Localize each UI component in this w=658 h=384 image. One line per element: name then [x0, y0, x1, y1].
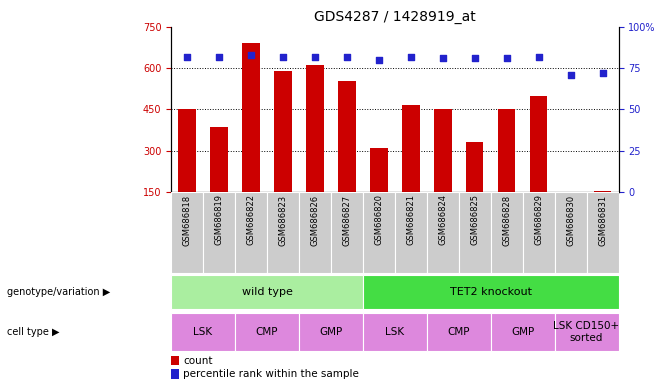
Bar	[555, 313, 619, 351]
Text: GSM686830: GSM686830	[566, 194, 575, 245]
Bar	[171, 369, 179, 379]
Bar	[363, 192, 395, 273]
Bar	[555, 192, 586, 273]
Text: GMP: GMP	[511, 327, 534, 337]
Text: GMP: GMP	[319, 327, 343, 337]
Text: GSM686828: GSM686828	[502, 194, 511, 245]
Bar	[211, 127, 228, 233]
Bar	[267, 192, 299, 273]
Bar	[466, 142, 484, 233]
Bar	[274, 71, 291, 233]
Text: cell type ▶: cell type ▶	[7, 327, 59, 337]
Bar	[235, 313, 299, 351]
Bar	[522, 192, 555, 273]
Bar	[178, 109, 196, 233]
Point	[405, 53, 416, 60]
Bar	[491, 192, 522, 273]
Bar	[306, 65, 324, 233]
Bar	[171, 313, 235, 351]
Bar	[594, 190, 611, 233]
Bar	[331, 192, 363, 273]
Point	[342, 53, 352, 60]
Bar	[434, 109, 451, 233]
Bar	[171, 356, 179, 366]
Bar	[242, 43, 260, 233]
Text: GSM686829: GSM686829	[534, 194, 543, 245]
Text: GSM686821: GSM686821	[406, 194, 415, 245]
Text: LSK: LSK	[193, 327, 213, 337]
Text: percentile rank within the sample: percentile rank within the sample	[184, 369, 359, 379]
Text: GSM686820: GSM686820	[374, 194, 384, 245]
Bar	[498, 109, 515, 233]
Point	[245, 52, 256, 58]
Text: CMP: CMP	[256, 327, 278, 337]
Point	[534, 53, 544, 60]
Point	[310, 53, 320, 60]
Bar	[171, 192, 203, 273]
Bar	[427, 313, 491, 351]
Text: GSM686818: GSM686818	[182, 194, 191, 245]
Bar	[459, 192, 491, 273]
Bar	[530, 96, 547, 233]
Text: GSM686826: GSM686826	[311, 194, 319, 245]
Point	[597, 70, 608, 76]
Bar	[562, 206, 579, 233]
Point	[501, 55, 512, 61]
Bar	[299, 313, 363, 351]
Point	[374, 57, 384, 63]
Text: wild type: wild type	[241, 287, 292, 297]
Bar	[370, 148, 388, 233]
Text: GSM686824: GSM686824	[438, 194, 447, 245]
Bar	[427, 192, 459, 273]
Text: LSK: LSK	[385, 327, 405, 337]
Bar	[338, 81, 355, 233]
Text: GSM686831: GSM686831	[598, 194, 607, 245]
Bar	[299, 192, 331, 273]
Bar	[363, 313, 427, 351]
Bar	[491, 313, 555, 351]
Bar	[586, 192, 619, 273]
Text: GSM686823: GSM686823	[278, 194, 288, 245]
Point	[278, 53, 288, 60]
Text: genotype/variation ▶: genotype/variation ▶	[7, 287, 110, 297]
Point	[214, 53, 224, 60]
Text: CMP: CMP	[447, 327, 470, 337]
Bar	[203, 192, 235, 273]
Text: GSM686822: GSM686822	[247, 194, 255, 245]
Point	[182, 53, 192, 60]
Bar	[235, 192, 267, 273]
Text: count: count	[184, 356, 213, 366]
Bar	[395, 192, 427, 273]
Text: LSK CD150+
sorted: LSK CD150+ sorted	[553, 321, 620, 343]
Point	[565, 72, 576, 78]
Text: TET2 knockout: TET2 knockout	[449, 287, 532, 297]
Title: GDS4287 / 1428919_at: GDS4287 / 1428919_at	[314, 10, 476, 25]
Bar	[363, 275, 619, 309]
Point	[438, 55, 448, 61]
Point	[469, 55, 480, 61]
Text: GSM686827: GSM686827	[342, 194, 351, 245]
Text: GSM686819: GSM686819	[215, 194, 224, 245]
Text: GSM686825: GSM686825	[470, 194, 479, 245]
Bar	[402, 105, 420, 233]
Bar	[171, 275, 363, 309]
